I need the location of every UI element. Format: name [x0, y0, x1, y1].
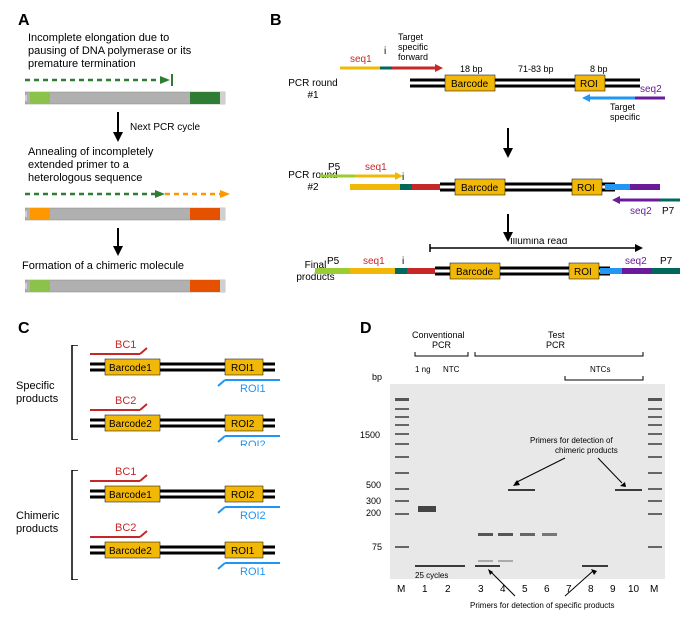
panel-b-arrow1	[500, 128, 516, 158]
panel-a-arrow2	[110, 228, 126, 256]
svg-text:ROI2: ROI2	[240, 510, 266, 522]
svg-text:1500: 1500	[360, 430, 380, 440]
svg-text:Target: Target	[398, 32, 424, 42]
svg-text:10: 10	[628, 584, 640, 595]
svg-text:4: 4	[500, 584, 506, 595]
svg-text:i: i	[402, 172, 404, 183]
panel-b-final: Illumina read P5 seq1 i seq2 P7 Barcode …	[315, 238, 685, 288]
svg-text:25 cycles: 25 cycles	[415, 571, 448, 580]
svg-text:7: 7	[566, 584, 572, 595]
svg-text:seq1: seq1	[350, 54, 372, 65]
pc-specific: Specific products	[16, 380, 71, 406]
svg-text:6: 6	[544, 584, 550, 595]
panel-a-diagram2	[25, 186, 235, 226]
panel-d-gel: Conventional PCR Test PCR 1 ng NTC NTCs …	[360, 328, 680, 623]
svg-text:P5: P5	[328, 162, 341, 173]
svg-text:Test: Test	[548, 330, 565, 340]
svg-text:ROI2: ROI2	[231, 490, 255, 501]
svg-text:18 bp: 18 bp	[460, 64, 483, 74]
svg-text:P7: P7	[660, 256, 673, 267]
svg-text:ROI: ROI	[574, 267, 592, 278]
svg-text:Barcode2: Barcode2	[109, 546, 152, 557]
panel-a-arrow1-label: Next PCR cycle	[130, 122, 200, 134]
panel-a-arrow1	[110, 112, 126, 142]
svg-text:BC2: BC2	[115, 395, 136, 407]
svg-text:3: 3	[478, 584, 484, 595]
panel-c-bracket2	[70, 470, 80, 580]
svg-text:P5: P5	[327, 256, 340, 267]
figure-container: A Incomplete elongation due to pausing o…	[10, 10, 675, 629]
svg-text:NTC: NTC	[443, 365, 460, 374]
svg-text:ROI: ROI	[580, 79, 598, 90]
svg-text:ROI2: ROI2	[231, 419, 255, 430]
svg-text:BC1: BC1	[115, 339, 136, 351]
panel-c-bracket1	[70, 345, 80, 440]
panel-b-round2: P5 seq1 i Barcode ROI seq2 P7	[320, 158, 680, 218]
svg-text:BC2: BC2	[115, 522, 136, 534]
svg-text:Primers for detection of: Primers for detection of	[530, 436, 613, 445]
svg-text:Barcode1: Barcode1	[109, 490, 152, 501]
svg-text:M: M	[650, 584, 658, 595]
svg-text:seq2: seq2	[640, 84, 662, 95]
svg-text:NTCs: NTCs	[590, 365, 610, 374]
panel-a-text3: Formation of a chimeric molecule	[22, 260, 222, 273]
svg-text:500: 500	[366, 480, 381, 490]
panel-a-diagram3	[25, 276, 230, 296]
svg-text:ROI2: ROI2	[240, 439, 266, 446]
svg-text:Barcode: Barcode	[451, 79, 489, 90]
svg-text:forward: forward	[398, 52, 428, 62]
svg-text:Target: Target	[610, 102, 636, 112]
panel-label-a: A	[18, 12, 30, 30]
svg-text:75: 75	[372, 542, 382, 552]
svg-text:1 ng: 1 ng	[415, 365, 431, 374]
panel-label-c: C	[18, 320, 30, 338]
svg-text:seq1: seq1	[363, 256, 385, 267]
svg-text:ROI1: ROI1	[240, 383, 266, 395]
svg-text:ROI1: ROI1	[240, 566, 266, 578]
svg-text:1: 1	[422, 584, 428, 595]
svg-text:i: i	[384, 46, 386, 57]
svg-text:200: 200	[366, 508, 381, 518]
svg-text:M: M	[397, 584, 405, 595]
svg-text:specific: specific	[398, 42, 429, 52]
svg-text:71-83 bp: 71-83 bp	[518, 64, 554, 74]
svg-text:Barcode2: Barcode2	[109, 419, 152, 430]
svg-text:Conventional: Conventional	[412, 330, 465, 340]
svg-text:seq2: seq2	[625, 256, 647, 267]
panel-a-diagram1	[25, 72, 230, 110]
svg-text:i: i	[402, 256, 404, 267]
svg-text:BC1: BC1	[115, 466, 136, 478]
svg-text:8: 8	[588, 584, 594, 595]
svg-text:PCR: PCR	[432, 340, 452, 350]
svg-text:5: 5	[522, 584, 528, 595]
svg-text:300: 300	[366, 496, 381, 506]
svg-text:Primers for detection of speci: Primers for detection of specific produc…	[470, 601, 615, 610]
svg-text:ROI1: ROI1	[231, 363, 255, 374]
panel-a-text2: Annealing of incompletely extended prime…	[28, 146, 193, 186]
svg-text:Illumina read: Illumina read	[510, 238, 567, 247]
svg-text:Barcode: Barcode	[456, 267, 494, 278]
svg-text:9: 9	[610, 584, 616, 595]
panel-c-specific: BC1 Barcode1 ROI1 ROI1 BC2 Barcode2 ROI2…	[85, 338, 295, 446]
svg-text:P7: P7	[662, 206, 675, 217]
panel-a-text1: Incomplete elongation due to pausing of …	[28, 32, 193, 72]
svg-text:seq1: seq1	[365, 162, 387, 173]
pc-chimeric: Chimeric products	[16, 510, 71, 536]
svg-text:chimeric products: chimeric products	[555, 446, 618, 455]
svg-text:bp: bp	[372, 372, 382, 382]
panel-label-b: B	[270, 12, 282, 30]
svg-text:PCR: PCR	[546, 340, 566, 350]
svg-text:ROI: ROI	[577, 183, 595, 194]
svg-text:Barcode1: Barcode1	[109, 363, 152, 374]
panel-b-round1: seq1 i Target specific forward 18 bp 71-…	[340, 32, 670, 122]
panel-c-chimeric: BC1 Barcode1 ROI2 ROI2 BC2 Barcode2 ROI1…	[85, 465, 295, 585]
svg-text:2: 2	[445, 584, 451, 595]
svg-text:specific: specific	[610, 112, 641, 122]
svg-text:8 bp: 8 bp	[590, 64, 608, 74]
pb-pcr1: PCR round #1	[288, 78, 338, 102]
svg-text:ROI1: ROI1	[231, 546, 255, 557]
svg-text:seq2: seq2	[630, 206, 652, 217]
svg-text:Barcode: Barcode	[461, 183, 499, 194]
